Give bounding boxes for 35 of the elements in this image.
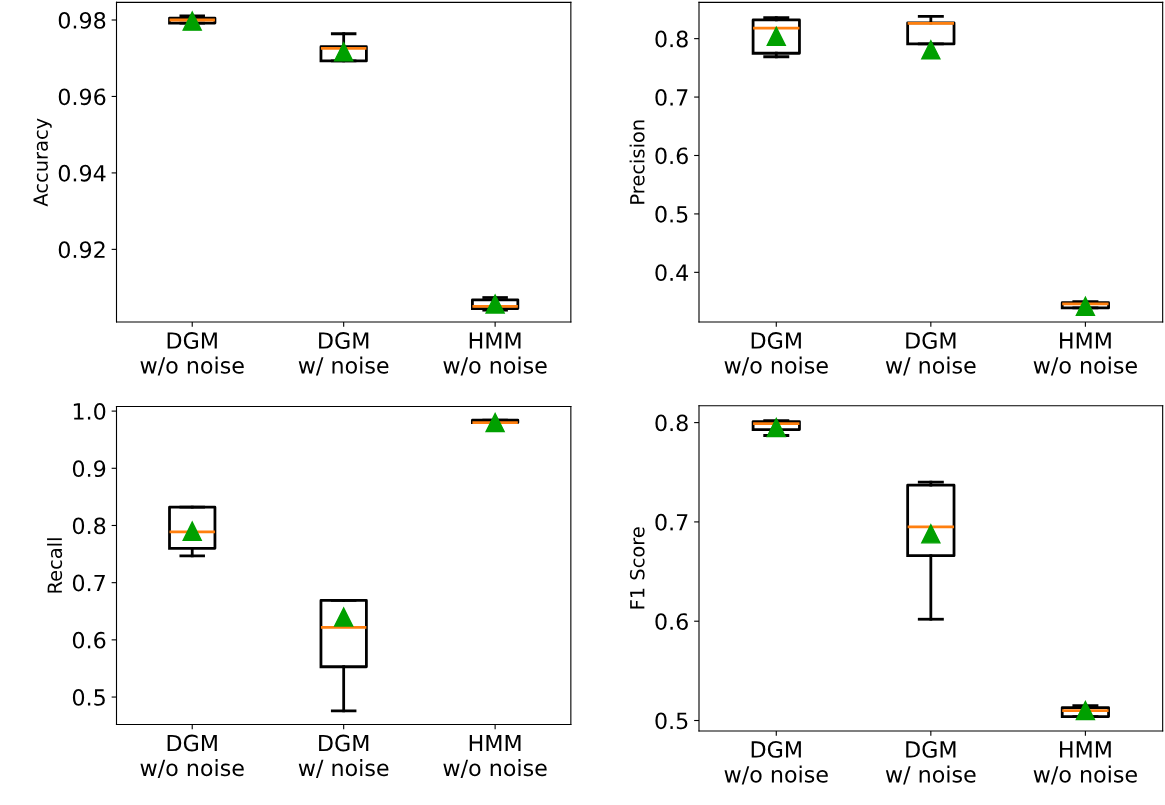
x-tick-label: HMM w/o noise: [1033, 741, 1137, 785]
y-tick-label: 0.98: [58, 11, 106, 29]
y-tick-label: 0.7: [72, 574, 105, 592]
y-tick-label: 0.8: [72, 517, 106, 535]
y-tick-label: 0.92: [58, 241, 105, 259]
x-tick-label: HMM w/o noise: [443, 734, 547, 779]
x-tick-label: HMM w/o noise: [443, 332, 547, 376]
y-tick-label: 1.0: [73, 403, 106, 420]
y-tick-label: 0.8: [655, 30, 688, 48]
y-tick-label: 0.94: [58, 164, 106, 182]
x-tick-label: DGM w/o noise: [140, 332, 244, 376]
y-axis-title: Precision: [629, 120, 645, 204]
x-tick-label: HMM w/o noise: [1033, 332, 1137, 376]
y-tick-label: 0.5: [655, 205, 688, 223]
y-tick-label: 0.6: [655, 147, 688, 165]
y-axis-title: Accuracy: [33, 118, 52, 207]
y-axis-title: F1 Score: [629, 527, 645, 609]
y-tick-label: 0.5: [72, 689, 105, 706]
y-tick-label: 0.4: [655, 264, 689, 282]
y-tick-label: 0.9: [72, 460, 106, 478]
x-tick-label: DGM w/ noise: [298, 734, 389, 779]
y-axis-title: Recall: [47, 538, 63, 593]
x-tick-label: DGM w/o noise: [724, 332, 828, 376]
x-tick-label: DGM w/ noise: [885, 332, 976, 376]
x-tick-label: DGM w/o noise: [140, 734, 244, 779]
y-tick-label: 0.7: [655, 513, 688, 531]
y-tick-label: 0.7: [655, 89, 688, 106]
y-tick-label: 0.96: [58, 88, 106, 106]
x-tick-label: DGM w/o noise: [724, 741, 828, 785]
x-tick-label: DGM w/ noise: [885, 741, 976, 785]
y-tick-label: 0.5: [655, 712, 688, 730]
y-tick-label: 0.6: [72, 631, 106, 649]
x-tick-label: DGM w/ noise: [298, 332, 389, 376]
y-tick-label: 0.8: [655, 414, 688, 432]
y-tick-label: 0.6: [655, 613, 688, 630]
